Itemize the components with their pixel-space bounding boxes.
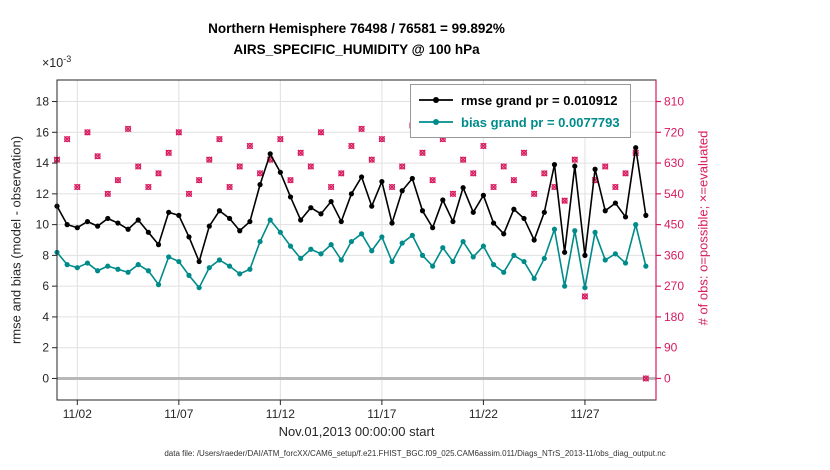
y-right-tick-label: 0 [664,371,671,385]
legend-label-rmse: rmse grand pr = 0.010912 [461,92,618,108]
offset-base: ×10 [42,56,64,71]
y-left-tick-label: 14 [36,156,50,170]
y-left-tick-label: 18 [36,95,50,109]
y-axis-label-left: rmse and bias (model - observation) [8,135,24,345]
y-left-tick-label: 10 [36,218,50,232]
x-tick-label: 11/17 [367,407,396,421]
legend-item-rmse: rmse grand pr = 0.010912 [417,89,620,111]
y-right-tick-label: 360 [664,248,684,262]
x-tick-label: 11/12 [266,407,295,421]
x-tick-label: 11/07 [164,407,193,421]
chart-title-line2: AIRS_SPECIFIC_HUMIDITY @ 100 hPa [233,42,480,57]
y-left-tick-label: 2 [42,341,49,355]
axes: 0246810121416180901802703604505406307208… [36,79,684,421]
y-right-tick-label: 720 [664,125,684,139]
legend-item-bias: bias grand pr = 0.0077793 [417,111,620,133]
bias-series [54,217,649,291]
rmse-line-sample [419,97,453,103]
data-file-caption: data file: /Users/raeder/DAI/ATM_forcXX/… [164,449,666,458]
y-right-tick-label: 180 [664,310,684,324]
offset-exponent: -3 [63,54,72,64]
y-left-tick-label: 12 [36,187,50,201]
y-right-tick-label: 540 [664,187,684,201]
y-axis-label-right: # of obs: o=possible; ×=evaluated [695,130,711,326]
bias-line-sample [419,119,453,125]
y-right-tick-label: 270 [664,279,684,293]
y-right-tick-label: 450 [664,218,684,232]
chart-title-line1: Northern Hemisphere 76498 / 76581 = 99.8… [208,21,505,36]
y-left-tick-label: 8 [42,248,49,262]
y-right-tick-label: 810 [664,95,684,109]
chart-title: Northern Hemisphere 76498 / 76581 = 99.8… [57,18,656,60]
y-left-tick-label: 0 [42,371,49,385]
y-right-tick-label: 630 [664,156,684,170]
y-left-tick-label: 6 [42,279,49,293]
y-right-tick-label: 90 [664,341,678,355]
x-tick-label: 11/02 [63,407,92,421]
x-tick-label: 11/22 [469,407,498,421]
legend-label-bias: bias grand pr = 0.0077793 [461,114,620,130]
x-axis-label: Nov.01,2013 00:00:00 start [278,424,435,439]
x-tick-label: 11/27 [570,407,599,421]
y-axis-offset-label: ×10-3 [42,54,71,70]
y-left-tick-label: 4 [42,310,49,324]
obs-count-markers [53,122,650,382]
rmse-series [54,145,649,265]
legend: rmse grand pr = 0.010912 bias grand pr =… [410,84,631,138]
y-left-tick-label: 16 [36,125,50,139]
